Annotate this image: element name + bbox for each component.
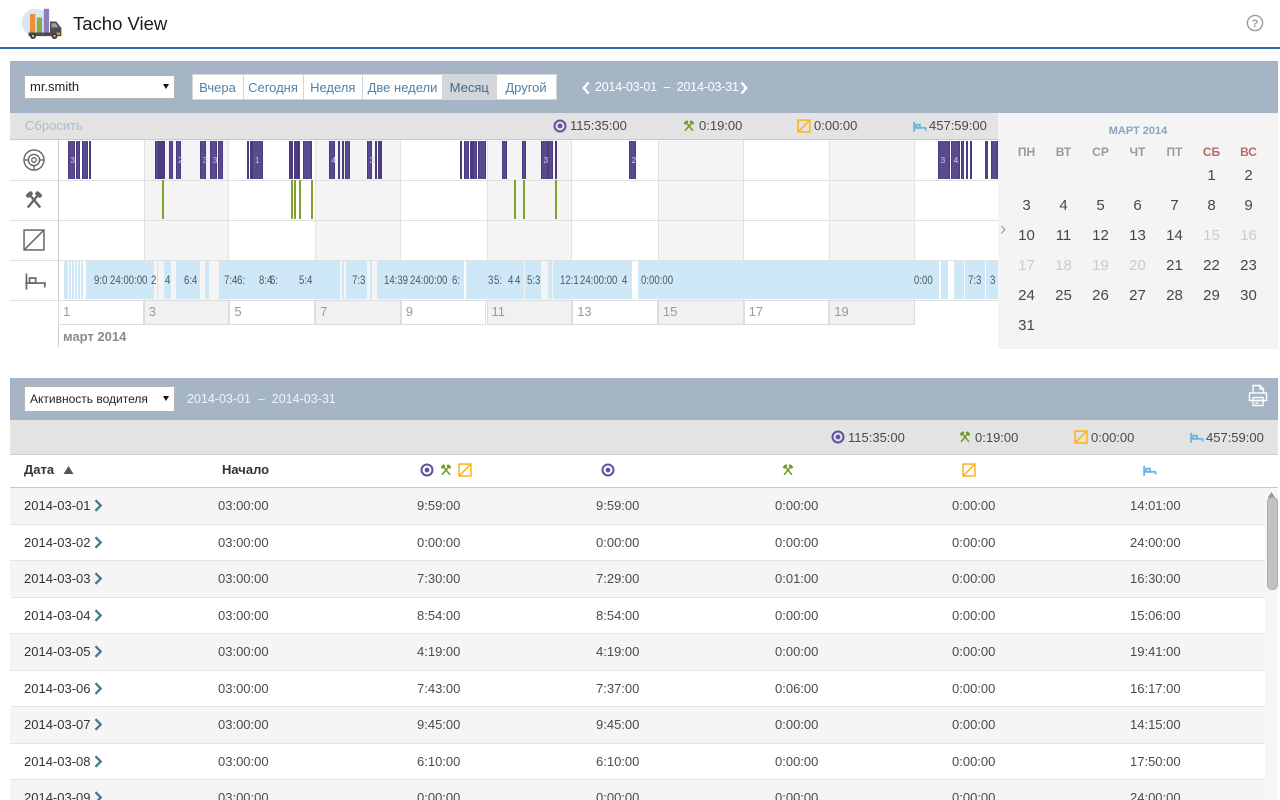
- svg-text:?: ?: [1252, 18, 1259, 30]
